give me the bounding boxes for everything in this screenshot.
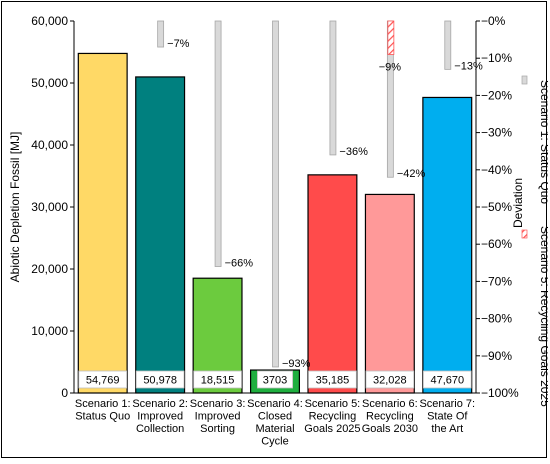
category-label-1: Scenario 1: Status Quo <box>75 398 131 423</box>
value-label-2: 50,978 <box>143 375 177 387</box>
deviation-bar-5 <box>329 20 337 156</box>
value-label-box-1 <box>78 370 128 389</box>
right-axis-title: Deviation <box>511 178 525 228</box>
bar-6 <box>364 193 415 394</box>
value-label-6: 32,028 <box>373 375 407 387</box>
bar-7 <box>422 96 473 394</box>
left-tick-label-0: 0 <box>61 386 68 400</box>
legend-label-status-quo: Scenario 1: Status Quo <box>538 80 548 204</box>
right-tick-label-8: −80% <box>481 312 512 326</box>
category-label-6: Scenario 6: Recycling Goals 2030 <box>362 398 418 435</box>
right-tick-label-0: −0% <box>481 14 506 28</box>
category-label-4: Scenario 4: Closed Material Cycle <box>247 398 303 448</box>
deviation-bar-4 <box>272 20 279 368</box>
bar-2 <box>135 76 186 394</box>
right-tick-label-9: −90% <box>481 349 512 363</box>
category-label-5: Scenario 5: Recycling Goals 2025 <box>304 398 360 435</box>
right-tick-label-10: −100% <box>481 386 519 400</box>
deviation-label-3: −66% <box>225 258 254 270</box>
deviation-bar-7 <box>444 20 452 70</box>
bar-1 <box>77 52 128 394</box>
deviation-label-2: −7% <box>167 38 190 50</box>
value-label-4: 3703 <box>263 375 287 387</box>
bar-5 <box>307 174 358 394</box>
value-label-box-2 <box>135 370 185 389</box>
left-tick-label-2: 20,000 <box>31 262 68 276</box>
value-label-3: 18,515 <box>201 375 235 387</box>
value-label-7: 47,670 <box>430 375 464 387</box>
deviation-label-6: −42% <box>397 168 426 180</box>
left-tick-label-1: 10,000 <box>31 324 68 338</box>
right-tick-label-3: −30% <box>481 126 512 140</box>
value-label-box-3 <box>193 370 242 389</box>
right-tick-label-7: −70% <box>481 274 512 288</box>
right-tick-label-4: −40% <box>481 163 512 177</box>
deviation-label-4: −93% <box>282 358 311 370</box>
left-tick-label-3: 30,000 <box>31 200 68 214</box>
right-tick-label-1: −10% <box>481 51 512 65</box>
category-label-3: Scenario 3: Improved Sorting <box>190 398 246 435</box>
value-label-1: 54,769 <box>86 375 120 387</box>
legend-swatch-status-quo <box>521 75 528 85</box>
legend-label-recycling-2025: Scenario 5: Recycling Goals 2025 <box>538 226 548 407</box>
right-tick-label-6: −60% <box>481 237 512 251</box>
abiotic-depletion-chart: 0 10,000 20,000 30,000 40,000 50,000 60,000 −0%… <box>8 14 550 448</box>
deviation-bar-3 <box>214 20 222 267</box>
deviation-bar-2 <box>157 20 165 48</box>
left-tick-label-4: 40,000 <box>31 138 68 152</box>
left-axis-title: Abiotic Depletion Fossil [MJ] <box>8 132 22 283</box>
value-label-box-5 <box>308 370 357 389</box>
category-label-2: Scenario 2: Improved Collection <box>132 398 188 435</box>
category-label-7: Scenario 7: State Of the Art <box>419 398 475 435</box>
left-tick-label-5: 50,000 <box>31 76 68 90</box>
value-label-box-6 <box>365 370 415 389</box>
value-label-box-4 <box>256 370 293 389</box>
scenario5-deviation-bar-6 <box>387 20 395 55</box>
right-tick-label-5: −50% <box>481 200 512 214</box>
deviation-label-7: −13% <box>454 60 483 72</box>
value-label-box-7 <box>422 370 472 389</box>
scenario5-deviation-label-6: −9% <box>379 61 402 73</box>
left-tick-label-6: 60,000 <box>31 14 68 28</box>
value-label-5: 35,185 <box>316 375 350 387</box>
deviation-label-5: −36% <box>339 146 368 158</box>
right-tick-label-2: −20% <box>481 88 512 102</box>
legend-swatch-recycling-2025 <box>521 229 528 239</box>
